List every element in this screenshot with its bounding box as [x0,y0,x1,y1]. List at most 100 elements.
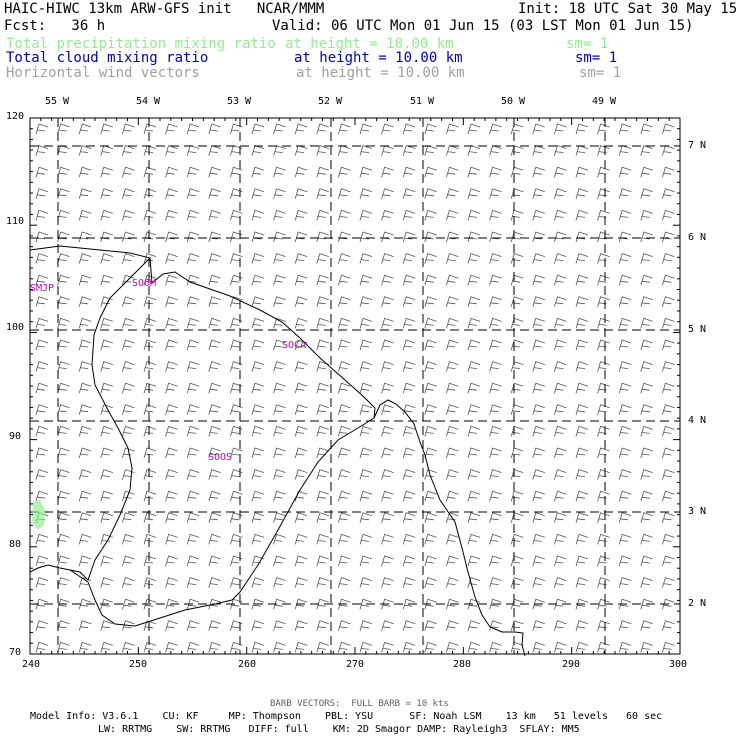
latlon-grid [30,118,680,654]
wind-barb [208,231,221,243]
wind-barb [208,166,221,178]
wind-barb [446,598,459,610]
wind-barb [424,533,437,545]
wind-barb [662,166,675,178]
wind-barb [424,598,437,610]
axis-ticks [29,117,681,655]
wind-barb [424,166,437,178]
wind-barb [575,296,589,307]
wind-barb [510,641,524,653]
wind-barb [338,274,351,286]
wind-barb [57,533,70,545]
wind-barb [575,209,589,221]
wind-barb [359,577,373,588]
wind-barb [165,598,178,610]
wind-barb [294,123,308,135]
wind-barb [597,425,610,437]
wind-barb [575,317,589,329]
wind-barb [618,469,632,480]
wind-barb [510,512,524,523]
wind-barb [122,145,135,156]
wind-barb [294,382,308,394]
wind-barb [316,317,329,329]
wind-barb [359,641,373,653]
wind-barb [78,469,92,480]
wind-barb [467,145,481,156]
wind-barb [78,598,92,610]
wind-barb [532,317,545,329]
wind-barb [532,641,545,653]
wind-barb [186,620,200,631]
wind-barb [662,382,675,394]
wind-barb [640,209,653,221]
wind-barb [597,339,610,351]
wind-barb [143,317,157,329]
wind-barb [424,209,437,221]
wind-barb [467,490,481,502]
wind-barb [554,253,567,264]
wind-barb [78,425,92,437]
wind-barb [165,123,178,135]
wind-barb [359,274,373,286]
wind-barb [424,447,437,459]
wind-barb [381,253,394,264]
wind-barb [510,296,524,307]
wind-barb [165,404,178,415]
wind-barb [381,123,394,135]
wind-barb [402,188,416,199]
wind-barb [338,469,351,480]
wind-barb [273,209,286,221]
wind-barb [662,188,675,199]
wind-barb [662,317,675,329]
wind-barb [78,166,92,178]
wind-barb [273,317,286,329]
field-1-smooth: sm= 1 [566,36,609,52]
wind-barb [35,209,49,221]
wind-barb [208,425,221,437]
wind-barb [618,296,632,307]
wind-barb [165,188,178,199]
wind-barb [122,512,135,523]
wind-barb [510,447,524,459]
wind-barb [489,274,502,286]
wind-barb [57,555,70,567]
wind-barb [294,620,308,631]
wind-barb [402,404,416,415]
wind-barb [510,339,524,351]
wind-barb [510,188,524,199]
wind-barb [165,253,178,264]
wind-barb [35,620,49,631]
wind-barb [359,296,373,307]
wind-barb [489,577,502,588]
wind-barb [208,209,221,221]
wind-barb [424,512,437,523]
wind-barb [554,274,567,286]
wind-barb [316,339,329,351]
wind-barb [597,123,610,135]
wind-barb [57,469,70,480]
lat-label-5n: 5 N [688,324,707,335]
wind-barb [618,512,632,523]
wind-barb [78,296,92,307]
wind-barb [143,296,157,307]
model-info-line-2: LW: RRTMG SW: RRTMG DIFF: full KM: 2D Sm… [98,724,580,735]
wind-barb [446,339,459,351]
wind-barb [489,188,502,199]
wind-barb [78,641,92,653]
wind-barb [532,577,545,588]
wind-barb [122,641,135,653]
wind-barb [273,166,286,178]
wind-barb [251,296,265,307]
wind-barb [381,339,394,351]
wind-barb [165,641,178,653]
wind-barb [597,447,610,459]
wind-barb [597,274,610,286]
model-info-line-1: Model Info: V3.6.1 CU: KF MP: Thompson P… [30,711,663,722]
wind-barb [338,555,351,567]
wind-barb [446,620,459,631]
wind-barb [35,598,49,610]
wind-barb [618,620,632,631]
wind-barb [424,641,437,653]
wind-barb [316,404,329,415]
wind-barb [316,382,329,394]
